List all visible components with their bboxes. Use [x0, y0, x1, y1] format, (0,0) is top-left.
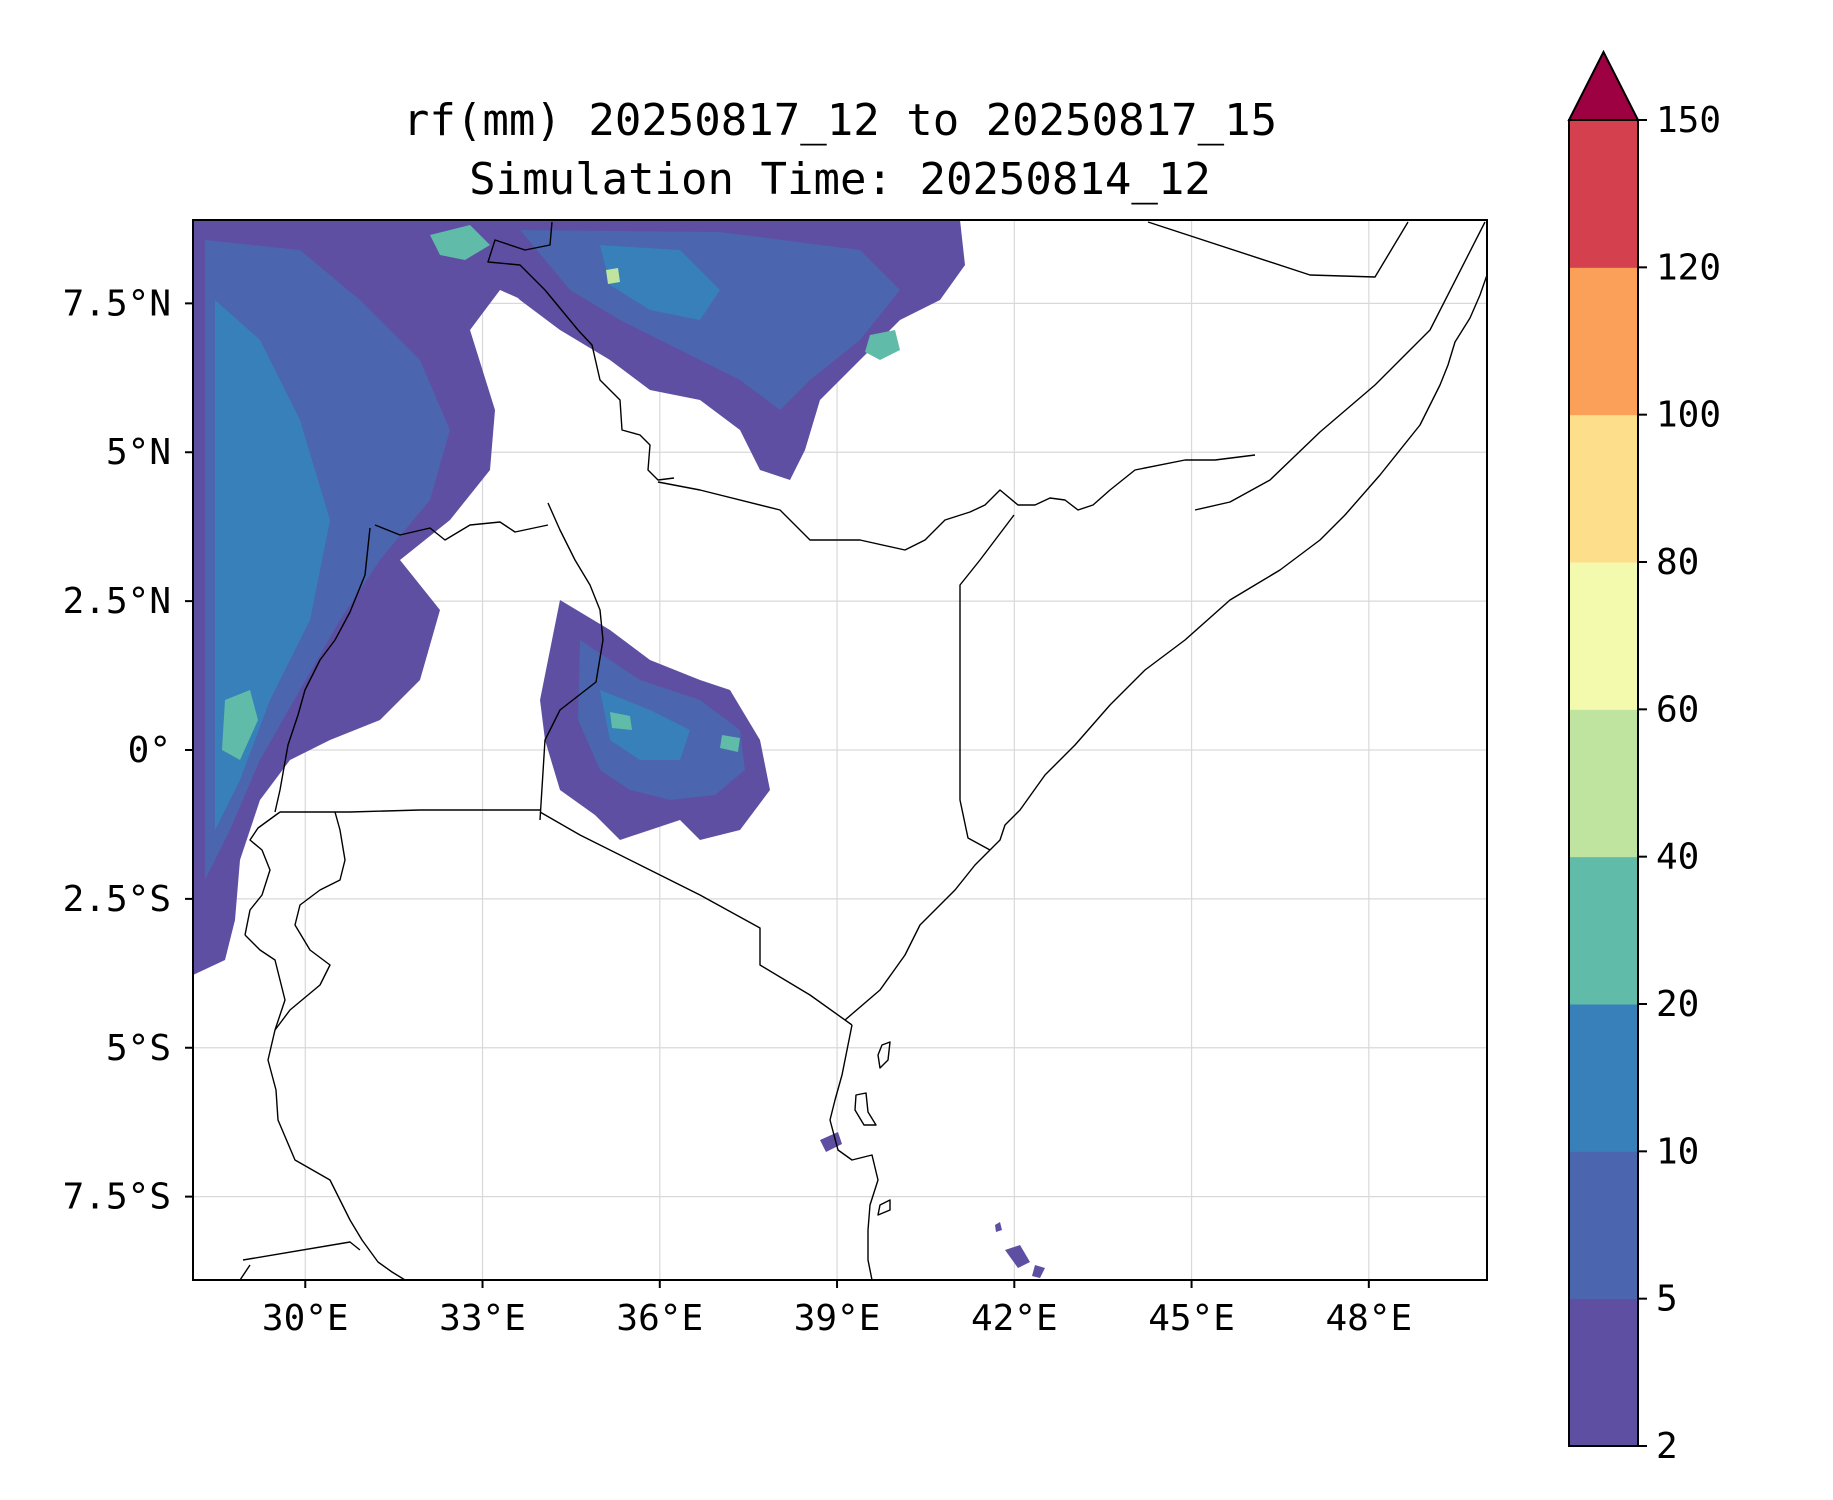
rain-contour-kenya-20	[610, 712, 632, 730]
border-uganda-southsudan	[374, 521, 549, 541]
y-tick-label: 2.5°S	[63, 879, 171, 920]
border-djibouti	[1147, 221, 1409, 278]
x-tick-label: 48°E	[1325, 1298, 1412, 1339]
colorbar-segment	[1569, 562, 1638, 710]
x-tick-label: 36°E	[616, 1298, 703, 1339]
colorbar-tick-label: 2	[1656, 1426, 1678, 1467]
map-panel: 30°E 33°E 36°E 39°E 42°E 45°E 48°E 7.5°N 5°N 2.5…	[63, 219, 1488, 1339]
colorbar-frame	[1568, 119, 1639, 1447]
rain-contour-coast-1	[820, 1132, 842, 1152]
border-uganda-drc	[274, 527, 371, 813]
y-tick-label: 5°S	[106, 1028, 171, 1069]
border-uganda-tanzania	[280, 809, 540, 813]
country-borders	[193, 220, 1487, 1280]
rain-contour-coast-4	[995, 1222, 1002, 1232]
rain-contour-coast-3	[1032, 1265, 1045, 1278]
colorbar: 2 5 10 20 40 60 80 100 120 150	[1567, 49, 1721, 1467]
y-axis: 7.5°N 5°N 2.5°N 0° 2.5°S 5°S 7.5°S	[63, 283, 193, 1218]
chart-title: rf(mm) 20250817_12 to 20250817_15	[403, 95, 1277, 146]
colorbar-tick-label: 80	[1656, 542, 1699, 583]
border-ethiopia-somalia	[1194, 221, 1486, 511]
island-mafia	[877, 1199, 891, 1216]
colorbar-segment	[1569, 1298, 1638, 1447]
colorbar-segment	[1569, 709, 1638, 858]
colorbar-tick-label: 100	[1656, 395, 1721, 436]
rain-contour-kenya-20b	[720, 735, 740, 752]
colorbar-segment	[1569, 267, 1638, 416]
y-tick-label: 5°N	[106, 432, 171, 473]
border-tanzania-kenya	[539, 811, 853, 1026]
colorbar-segment	[1569, 856, 1638, 1005]
border-zambia-tanzania	[242, 1241, 361, 1261]
chart-subtitle: Simulation Time: 20250814_12	[469, 154, 1211, 205]
x-axis: 30°E 33°E 36°E 39°E 42°E 45°E 48°E	[262, 1280, 1412, 1339]
border-rwanda-tanzania	[274, 811, 346, 1031]
colorbar-extend-triangle	[1567, 49, 1640, 121]
colorbar-tick-label: 120	[1656, 247, 1721, 288]
rain-contour-kenya-10	[600, 690, 690, 760]
border-kenya-somalia	[959, 514, 1015, 851]
colorbar-tick-label: 60	[1656, 689, 1699, 730]
coastline-tanzania	[829, 1024, 879, 1280]
colorbar-tick-label: 10	[1656, 1131, 1699, 1172]
x-tick-label: 33°E	[439, 1298, 526, 1339]
x-tick-label: 39°E	[794, 1298, 881, 1339]
colorbar-tick-label: 5	[1656, 1279, 1678, 1320]
y-tick-label: 7.5°S	[63, 1177, 171, 1218]
border-southsudan-ethiopia	[487, 221, 675, 481]
border-rwanda-burundi	[244, 811, 281, 936]
colorbar-segment	[1569, 120, 1638, 268]
colorbar-segment	[1569, 414, 1638, 563]
border-kenya-uganda	[539, 502, 604, 821]
colorbar-segment	[1569, 1151, 1638, 1300]
border-malawi	[239, 1264, 251, 1280]
border-ethiopia-kenya	[657, 454, 1256, 551]
rain-contour-nw-20	[222, 690, 258, 760]
colorbar-tick-label: 150	[1656, 100, 1721, 141]
rain-contour-coast-2	[1005, 1245, 1030, 1268]
y-tick-label: 7.5°N	[63, 283, 171, 324]
border-lake-tanganyika	[267, 1029, 406, 1280]
x-tick-label: 30°E	[262, 1298, 349, 1339]
colorbar-tick-label: 40	[1656, 837, 1699, 878]
rain-contour-north-20	[430, 225, 490, 260]
y-tick-label: 0°	[128, 730, 171, 771]
rain-contour-north-40	[606, 268, 620, 284]
rain-contour-north-10	[600, 245, 720, 320]
y-tick-label: 2.5°N	[63, 581, 171, 622]
x-tick-label: 45°E	[1148, 1298, 1235, 1339]
island-zanzibar	[854, 1092, 877, 1126]
rain-contour-north-20b	[865, 330, 900, 360]
coastline-east-africa	[844, 274, 1487, 1021]
island-pemba	[877, 1041, 891, 1069]
colorbar-segment	[1569, 1004, 1638, 1152]
border-burundi-tanzania	[244, 934, 286, 1031]
map-axes-frame	[192, 219, 1488, 1281]
colorbar-tick-label: 20	[1656, 984, 1699, 1025]
x-tick-label: 42°E	[971, 1298, 1058, 1339]
rainfall-field	[193, 220, 1045, 1278]
